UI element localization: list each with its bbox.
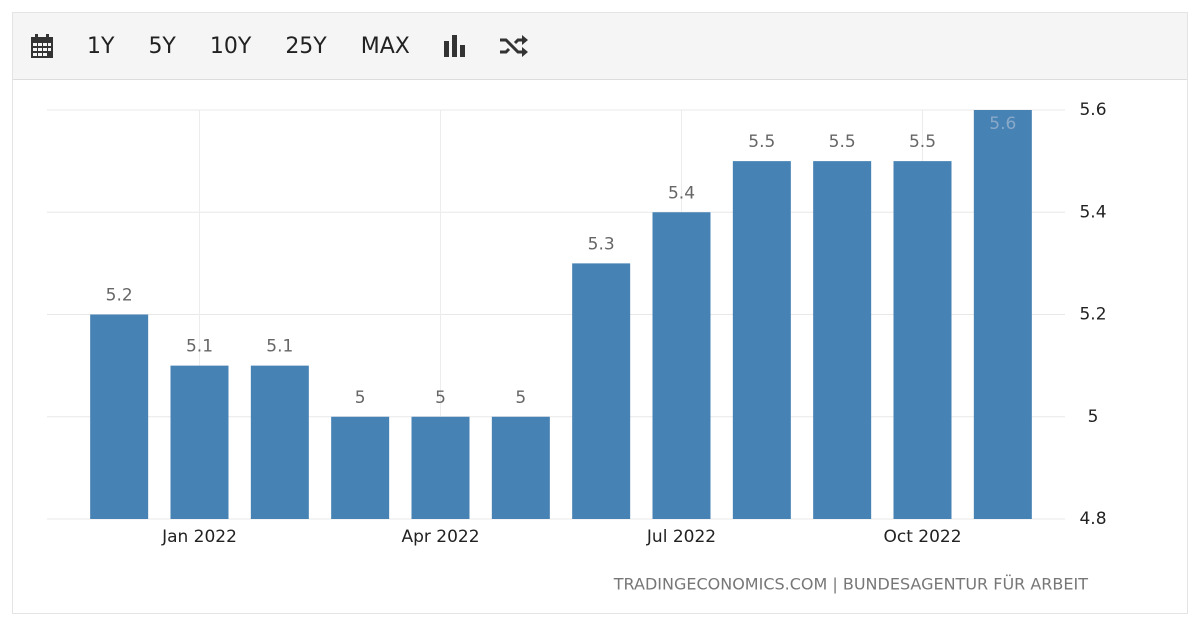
- bar: [170, 365, 229, 519]
- x-tick-label: Jul 2022: [646, 527, 716, 547]
- chart-widget: 1Y 5Y 10Y 25Y MAX: [12, 12, 1188, 614]
- y-tick-label: 5.6: [1079, 100, 1106, 120]
- value-label: 5.5: [909, 132, 936, 152]
- value-label: 5.4: [668, 183, 695, 203]
- bar: [491, 416, 550, 519]
- y-tick-label: 5.4: [1079, 202, 1106, 222]
- bar: [90, 314, 149, 519]
- y-tick-label: 5: [1088, 407, 1099, 427]
- value-label: 5.5: [748, 132, 775, 152]
- value-label: 5.3: [588, 234, 615, 254]
- range-button[interactable]: 5Y: [148, 33, 176, 59]
- value-label: 5: [515, 388, 526, 408]
- value-label: 5.6: [989, 114, 1016, 134]
- bar: [331, 416, 390, 519]
- range-buttons: 1Y 5Y 10Y 25Y MAX: [87, 34, 444, 59]
- toolbar: 1Y 5Y 10Y 25Y MAX: [13, 13, 1187, 80]
- bar: [973, 110, 1032, 519]
- bar: [250, 365, 309, 519]
- value-label: 5: [435, 388, 446, 408]
- range-button[interactable]: MAX: [360, 33, 410, 59]
- bar: [411, 416, 470, 519]
- y-tick-label: 4.8: [1079, 509, 1106, 529]
- x-tick-label: Apr 2022: [401, 527, 479, 547]
- value-label: 5.1: [186, 337, 213, 357]
- bar: [732, 161, 791, 519]
- bar: [572, 263, 631, 519]
- value-label: 5.1: [266, 337, 293, 357]
- range-button[interactable]: 1Y: [87, 33, 115, 59]
- range-button[interactable]: 25Y: [285, 33, 327, 59]
- bar: [893, 161, 952, 519]
- y-tick-label: 5.2: [1079, 305, 1106, 325]
- source: TRADINGECONOMICS.COM | BUNDESAGENTUR FÜR…: [613, 575, 1088, 594]
- value-label: 5: [355, 388, 366, 408]
- value-label: 5.2: [106, 286, 133, 306]
- x-tick-label: Oct 2022: [883, 527, 961, 547]
- bar: [813, 161, 872, 519]
- value-label: 5.5: [829, 132, 856, 152]
- x-tick-label: Jan 2022: [161, 527, 237, 547]
- bar-chart-icon[interactable]: [443, 35, 466, 57]
- shuffle-icon[interactable]: [499, 35, 528, 57]
- bar: [652, 212, 711, 519]
- calendar-icon[interactable]: [31, 34, 53, 58]
- range-button[interactable]: 10Y: [209, 33, 252, 59]
